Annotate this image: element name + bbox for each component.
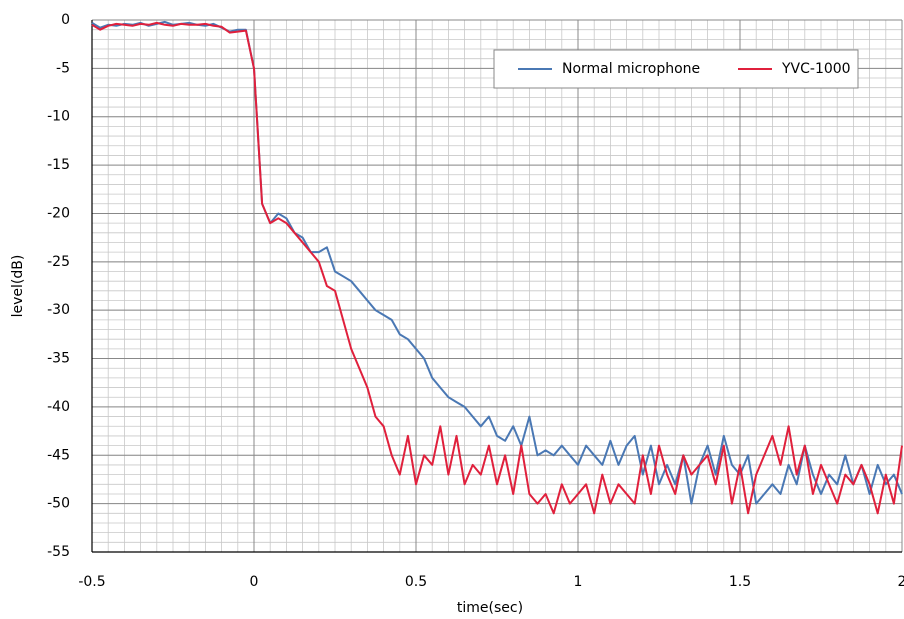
x-tick-label: 2 <box>898 574 904 590</box>
legend-label: YVC-1000 <box>781 61 851 77</box>
y-tick-label: -35 <box>47 351 70 367</box>
x-tick-label: 0 <box>250 574 259 590</box>
y-tick-label: -25 <box>47 254 70 270</box>
x-tick-label: -0.5 <box>78 574 105 590</box>
series-line <box>91 21 903 515</box>
legend-label: Normal microphone <box>562 61 700 77</box>
legend-box <box>493 49 859 89</box>
x-tick-label: 1 <box>574 574 583 590</box>
y-tick-label: -55 <box>47 544 70 560</box>
x-tick-label: 1.5 <box>729 574 751 590</box>
y-tick-label: -20 <box>47 205 70 221</box>
y-tick-label: -50 <box>47 496 70 512</box>
y-axis-label: level(dB) <box>10 255 26 318</box>
y-tick-label: -45 <box>47 447 70 463</box>
y-tick-label: -30 <box>47 302 70 318</box>
x-axis-label: time(sec) <box>457 600 523 616</box>
y-tick-label: 0 <box>61 12 70 28</box>
y-tick-label: -40 <box>47 399 70 415</box>
y-tick-label: -15 <box>47 157 70 173</box>
y-tick-label: -5 <box>56 60 70 76</box>
x-tick-label: 0.5 <box>405 574 427 590</box>
y-tick-label: -10 <box>47 109 70 125</box>
